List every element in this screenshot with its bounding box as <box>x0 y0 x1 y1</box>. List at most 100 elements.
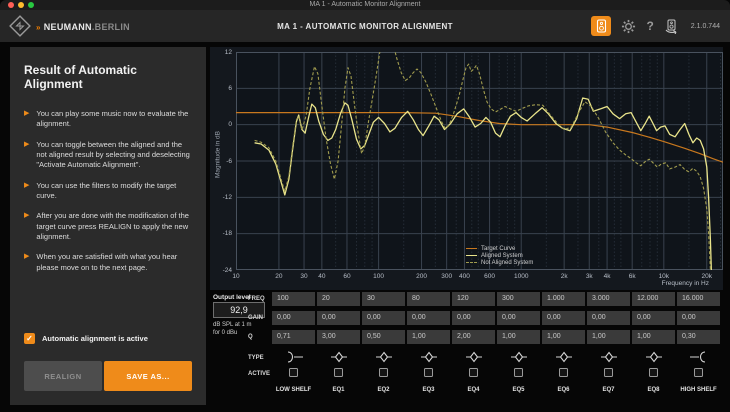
bell-filter-icon[interactable] <box>632 350 675 364</box>
instruction-item: ▶ You can toggle between the aligned and … <box>24 140 194 171</box>
freq-cell[interactable]: 16.000 <box>677 292 720 306</box>
freq-cell[interactable]: 1.000 <box>542 292 585 306</box>
freq-cell[interactable]: 100 <box>272 292 315 306</box>
version-label: 2.1.0.744 <box>690 22 720 30</box>
q-cell[interactable]: 2,00 <box>452 330 495 344</box>
window-title: MA 1 - Automatic Monitor Alignment <box>309 1 421 8</box>
y-tick-label: -18 <box>222 230 232 238</box>
close-window-button[interactable] <box>8 2 14 8</box>
x-tick-label: 1000 <box>513 273 529 280</box>
active-checkbox[interactable] <box>604 368 613 377</box>
q-cell[interactable]: 1,00 <box>587 330 630 344</box>
x-tick-label: 10 <box>232 273 240 280</box>
y-tick-label: 12 <box>224 48 232 56</box>
active-checkbox[interactable] <box>469 368 478 377</box>
band-label: EQ7 <box>602 387 615 393</box>
low-shelf-filter-icon[interactable] <box>272 350 315 364</box>
bullet-arrow-icon: ▶ <box>24 253 30 261</box>
bullet-arrow-icon: ▶ <box>24 140 30 148</box>
q-cell[interactable]: 1,00 <box>632 330 675 344</box>
q-cell[interactable]: 3,00 <box>317 330 360 344</box>
freq-cell[interactable]: 80 <box>407 292 450 306</box>
monitor-setup-button[interactable] <box>591 16 612 36</box>
legend-swatch <box>466 262 477 263</box>
bell-filter-icon[interactable] <box>407 350 450 364</box>
active-checkbox[interactable] <box>559 368 568 377</box>
instruction-text: You can toggle between the aligned and t… <box>36 139 190 170</box>
output-level-value[interactable]: 92,9 <box>213 302 265 318</box>
instruction-item: ▶ You can use the filters to modify the t… <box>24 181 194 202</box>
speaker-export-icon[interactable] <box>664 19 681 34</box>
x-axis-label: Frequency in Hz <box>661 280 709 287</box>
freq-cell[interactable]: 30 <box>362 292 405 306</box>
freq-cell[interactable]: 300 <box>497 292 540 306</box>
save-as-button[interactable]: SAVE AS... <box>104 361 192 391</box>
realign-button[interactable]: REALIGN <box>24 361 102 391</box>
help-button[interactable]: ? <box>646 19 654 33</box>
gain-cell[interactable]: 0,00 <box>632 311 675 325</box>
bell-filter-icon[interactable] <box>587 350 630 364</box>
band-label: EQ6 <box>557 387 570 393</box>
type-row-label: TYPE <box>248 355 264 361</box>
freq-cell[interactable]: 12.000 <box>632 292 675 306</box>
plot-area: Target Curve Aligned System Not Aligned Sy… <box>236 52 723 270</box>
q-cell[interactable]: 1,00 <box>407 330 450 344</box>
active-checkbox[interactable] <box>694 368 703 377</box>
active-checkbox[interactable] <box>379 368 388 377</box>
y-axis-label: Magnitude in dB <box>214 131 222 178</box>
y-tick-label: -6 <box>226 157 232 165</box>
bell-filter-icon[interactable] <box>317 350 360 364</box>
x-tick-label: 20k <box>701 273 712 280</box>
checkbox-checked-icon[interactable]: ✓ <box>24 333 35 344</box>
gain-cell[interactable]: 0,00 <box>362 311 405 325</box>
x-tick-label: 6k <box>628 273 636 280</box>
q-cell[interactable]: 1,00 <box>497 330 540 344</box>
q-cell[interactable]: 0,30 <box>677 330 720 344</box>
gain-cell[interactable]: 0,00 <box>317 311 360 325</box>
gain-cell[interactable]: 0,00 <box>272 311 315 325</box>
active-checkbox[interactable] <box>424 368 433 377</box>
q-cell[interactable]: 0,50 <box>362 330 405 344</box>
q-cell[interactable]: 1,00 <box>542 330 585 344</box>
active-checkbox[interactable] <box>289 368 298 377</box>
gain-cell[interactable]: 0,00 <box>407 311 450 325</box>
minimize-window-button[interactable] <box>18 2 24 8</box>
gain-cell[interactable]: 0,00 <box>497 311 540 325</box>
gain-cell[interactable]: 0,00 <box>587 311 630 325</box>
gain-cell[interactable]: 0,00 <box>452 311 495 325</box>
x-tick-label: 400 <box>459 273 470 280</box>
high-shelf-filter-icon[interactable] <box>677 350 720 364</box>
x-tick-label: 300 <box>441 273 453 280</box>
curves-svg <box>236 52 723 270</box>
active-checkbox[interactable] <box>514 368 523 377</box>
titlebar: MA 1 - Automatic Monitor Alignment <box>0 0 730 10</box>
legend-item: Target Curve <box>466 245 533 252</box>
gain-cell[interactable]: 0,00 <box>542 311 585 325</box>
freq-cell[interactable]: 120 <box>452 292 495 306</box>
x-tick-label: 60 <box>343 273 351 280</box>
legend-label: Not Aligned System <box>481 259 534 266</box>
q-cell[interactable]: 0,71 <box>272 330 315 344</box>
bell-filter-icon[interactable] <box>542 350 585 364</box>
zoom-window-button[interactable] <box>28 2 34 8</box>
instruction-item: ▶ You can play some music now to evaluate… <box>24 109 194 130</box>
band-label: LOW SHELF <box>275 387 312 393</box>
bell-filter-icon[interactable] <box>362 350 405 364</box>
bell-filter-icon[interactable] <box>452 350 495 364</box>
instruction-text: You can play some music now to evaluate … <box>36 109 189 129</box>
band-label: EQ5 <box>512 387 525 393</box>
output-level-unit-1: dB SPL at 1 m <box>213 322 252 328</box>
output-level-unit-2: for 0 dBu <box>213 330 238 336</box>
automatic-alignment-checkbox-row[interactable]: ✓ Automatic alignment is active <box>24 333 148 344</box>
active-checkbox[interactable] <box>649 368 658 377</box>
x-tick-label: 3k <box>585 273 593 280</box>
active-checkbox[interactable] <box>334 368 343 377</box>
gain-row-label: GAIN <box>248 315 263 321</box>
bullet-arrow-icon: ▶ <box>24 212 30 220</box>
freq-cell[interactable]: 20 <box>317 292 360 306</box>
bell-filter-icon[interactable] <box>497 350 540 364</box>
settings-gear-icon[interactable] <box>621 19 636 34</box>
instruction-item: ▶ When you are satisfied with what you he… <box>24 252 194 273</box>
gain-cell[interactable]: 0,00 <box>677 311 720 325</box>
freq-cell[interactable]: 3.000 <box>587 292 630 306</box>
